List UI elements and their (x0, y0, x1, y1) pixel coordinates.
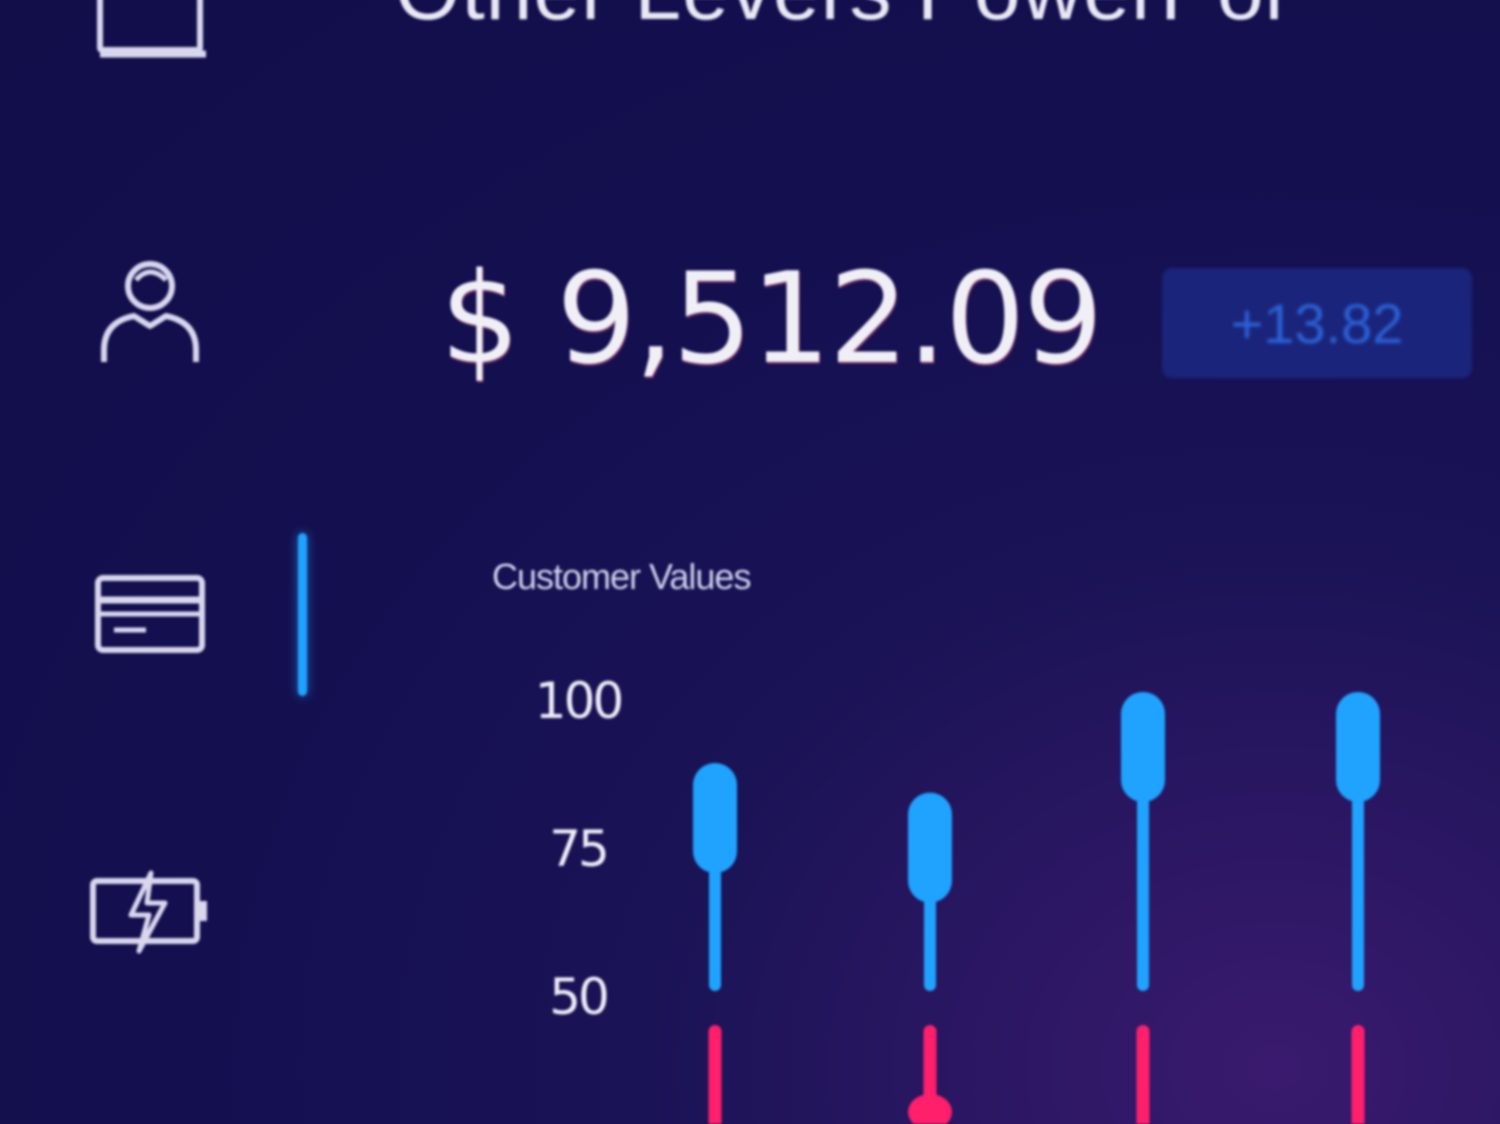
balance-amount: $ 9,512.09 (440, 245, 1103, 392)
blue-bar-head[interactable] (1336, 692, 1380, 802)
user-icon (101, 261, 199, 362)
page-title: Other Levers PowerPoi (395, 0, 1500, 39)
credit-card-icon (95, 575, 205, 653)
blue-bar-head[interactable] (1121, 692, 1165, 802)
change-badge: +13.82 (1162, 268, 1472, 378)
sidebar-item-power[interactable] (80, 842, 220, 982)
battery-charging-icon (90, 870, 207, 954)
laptop-icon (97, 0, 206, 58)
pink-bar-knob[interactable] (908, 1094, 952, 1124)
sidebar (0, 0, 330, 1124)
chart-title: Customer Values (492, 556, 751, 597)
active-nav-indicator (298, 533, 307, 696)
blue-bar-head[interactable] (908, 792, 952, 903)
y-tick-label: 75 (549, 820, 607, 878)
sidebar-item-profile[interactable] (80, 240, 220, 380)
blue-bar-head[interactable] (693, 763, 737, 874)
sidebar-item-laptop[interactable] (80, 0, 220, 85)
sidebar-item-payments[interactable] (80, 545, 220, 685)
y-tick-label: 50 (549, 968, 607, 1026)
y-tick-label: 100 (535, 672, 622, 730)
